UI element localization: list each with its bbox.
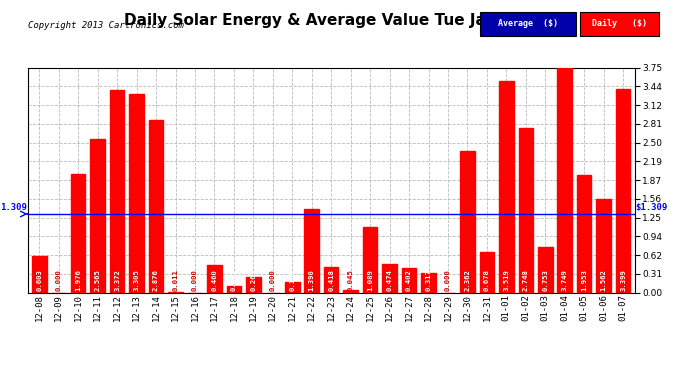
Text: 0.045: 0.045 xyxy=(348,269,354,291)
Bar xyxy=(480,252,494,292)
Bar xyxy=(32,256,46,292)
Bar xyxy=(226,286,242,292)
Bar xyxy=(246,277,261,292)
Bar xyxy=(71,174,86,292)
Text: Daily   ($): Daily ($) xyxy=(592,20,647,28)
Text: 0.263: 0.263 xyxy=(250,269,257,291)
Text: 0.474: 0.474 xyxy=(386,269,393,291)
Text: 0.000: 0.000 xyxy=(270,269,276,291)
Text: $1.309: $1.309 xyxy=(635,202,668,211)
Bar xyxy=(207,265,221,292)
Bar xyxy=(382,264,397,292)
Bar xyxy=(421,273,436,292)
Bar xyxy=(110,90,124,292)
Text: 1.309: 1.309 xyxy=(0,202,27,211)
Text: 3.305: 3.305 xyxy=(134,269,139,291)
Bar xyxy=(149,120,164,292)
Bar xyxy=(344,290,358,292)
Bar xyxy=(538,248,553,292)
Text: Copyright 2013 Cartronics.com: Copyright 2013 Cartronics.com xyxy=(28,21,184,30)
Bar xyxy=(518,128,533,292)
Text: 0.603: 0.603 xyxy=(37,269,42,291)
Bar xyxy=(363,227,377,292)
Text: 0.402: 0.402 xyxy=(406,269,412,291)
Bar xyxy=(558,68,572,292)
Bar xyxy=(596,199,611,292)
Text: Daily Solar Energy & Average Value Tue Jan 8 07:34: Daily Solar Energy & Average Value Tue J… xyxy=(124,13,566,28)
Text: 1.390: 1.390 xyxy=(308,269,315,291)
Bar xyxy=(460,151,475,292)
Bar xyxy=(129,94,144,292)
Bar xyxy=(402,268,416,292)
Bar xyxy=(304,209,319,292)
Text: 0.000: 0.000 xyxy=(56,269,61,291)
Text: 0.115: 0.115 xyxy=(231,269,237,291)
Text: 3.749: 3.749 xyxy=(562,269,568,291)
Text: 0.000: 0.000 xyxy=(192,269,198,291)
Text: 2.362: 2.362 xyxy=(464,269,471,291)
Text: 0.678: 0.678 xyxy=(484,269,490,291)
Bar xyxy=(577,176,591,292)
Text: Average  ($): Average ($) xyxy=(498,20,558,28)
Text: 3.399: 3.399 xyxy=(620,269,626,291)
Bar xyxy=(324,267,339,292)
Text: 1.976: 1.976 xyxy=(75,269,81,291)
Text: 0.000: 0.000 xyxy=(445,269,451,291)
Bar xyxy=(499,81,513,292)
Text: 1.562: 1.562 xyxy=(601,269,607,291)
Text: 2.876: 2.876 xyxy=(153,269,159,291)
Text: 0.011: 0.011 xyxy=(172,269,179,291)
Text: 0.753: 0.753 xyxy=(542,269,549,291)
Text: 1.953: 1.953 xyxy=(581,269,587,291)
Text: 2.565: 2.565 xyxy=(95,269,101,291)
Text: 2.748: 2.748 xyxy=(523,269,529,291)
Bar xyxy=(90,139,105,292)
Bar xyxy=(285,282,299,292)
Text: 1.089: 1.089 xyxy=(367,269,373,291)
Text: 0.180: 0.180 xyxy=(289,269,295,291)
Text: 3.372: 3.372 xyxy=(114,269,120,291)
Bar xyxy=(615,88,631,292)
Text: 0.418: 0.418 xyxy=(328,269,334,291)
Text: 0.460: 0.460 xyxy=(211,269,217,291)
Text: 3.519: 3.519 xyxy=(503,269,509,291)
Text: 0.317: 0.317 xyxy=(426,269,431,291)
